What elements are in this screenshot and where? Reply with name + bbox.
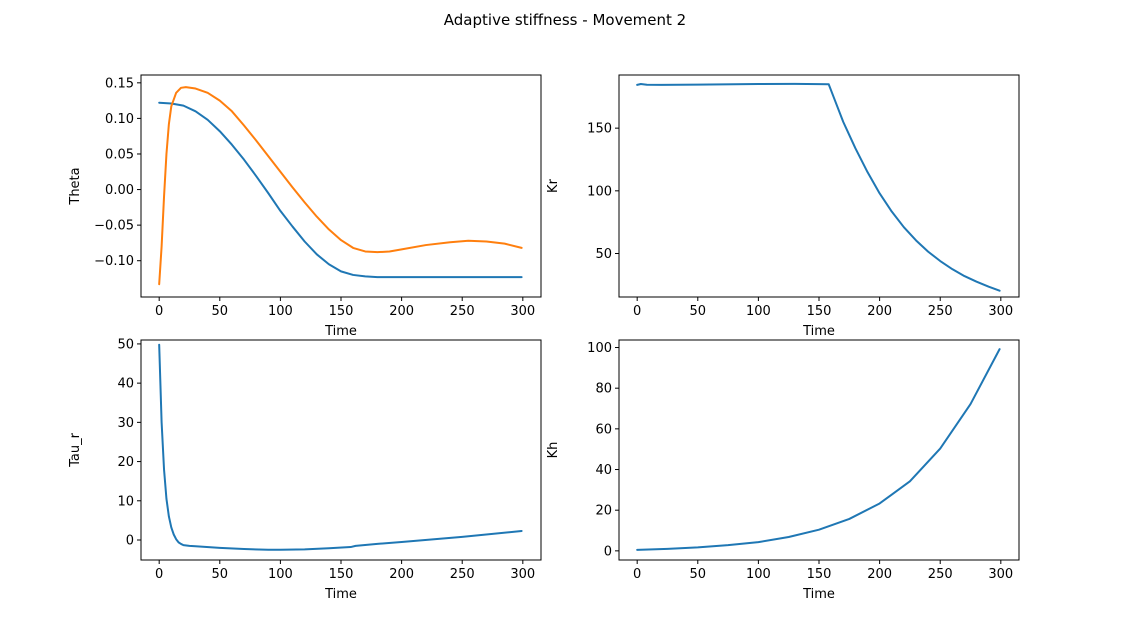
x-tick-label: 100	[268, 567, 293, 582]
y-tick-label: 40	[595, 463, 612, 478]
series-line-2	[158, 86, 523, 286]
y-tick-label: 20	[595, 504, 612, 519]
y-tick-label: 50	[117, 337, 134, 352]
x-tick-label: 250	[928, 567, 953, 582]
y-tick-label: 60	[595, 422, 612, 437]
x-tick-label: 100	[268, 304, 293, 319]
x-tick-label: 300	[510, 304, 535, 319]
x-tick-label: 0	[633, 304, 641, 319]
x-axis-label: Time	[802, 324, 835, 339]
y-tick-label: 100	[587, 341, 612, 356]
y-tick-label: 20	[117, 455, 134, 470]
series-line-1	[158, 101, 523, 279]
x-tick-label: 250	[450, 304, 475, 319]
x-tick-label: 50	[690, 567, 707, 582]
plot-frame	[140, 339, 542, 561]
y-tick-label: −0.10	[94, 254, 134, 269]
axes-layer: 0 50 100 150 200 250 300−0.10−0.050.000.050.10…	[68, 74, 1020, 602]
y-tick-label: 40	[117, 377, 134, 392]
axes-bottom-left: 0 50 100 150 200 250 300 0 10 20 30 40 50 Time Tau_r	[68, 337, 542, 602]
x-axis-label: Time	[324, 587, 357, 602]
x-tick-label: 250	[928, 304, 953, 319]
series-line-1	[158, 343, 523, 551]
x-tick-label: 150	[807, 304, 832, 319]
plot-frame	[140, 74, 542, 298]
y-tick-label: 0.10	[105, 112, 134, 127]
plot-frame	[618, 339, 1020, 561]
x-tick-label: 150	[807, 567, 832, 582]
series-line-1	[636, 82, 1001, 292]
x-tick-label: 0	[155, 567, 163, 582]
y-tick-label: 10	[117, 494, 134, 509]
x-tick-label: 200	[867, 304, 892, 319]
y-tick-label: 0.15	[105, 76, 134, 91]
y-tick-label: 30	[117, 416, 134, 431]
x-tick-label: 0	[633, 567, 641, 582]
x-tick-label: 300	[988, 567, 1013, 582]
y-tick-label: 0	[126, 534, 134, 549]
y-tick-label: 80	[595, 382, 612, 397]
x-tick-label: 50	[212, 567, 229, 582]
series-line-1	[636, 348, 1001, 551]
y-axis-label: Tau_r	[68, 432, 83, 467]
x-tick-label: 100	[746, 304, 771, 319]
x-tick-label: 300	[988, 304, 1013, 319]
x-tick-label: 250	[450, 567, 475, 582]
y-tick-label: 0.05	[105, 147, 134, 162]
y-tick-label: 150	[587, 122, 612, 137]
y-tick-label: −0.05	[94, 219, 134, 234]
x-axis-label: Time	[324, 324, 357, 339]
axes-top-left: 0 50 100 150 200 250 300 −0.10 −0.05 0.00 0.05 0.10…	[68, 74, 542, 339]
x-tick-label: 200	[389, 304, 414, 319]
axes-bottom-right: 0 50 100 150 200 250 300 0 20 40 60 80 100 Time Kh	[546, 339, 1020, 602]
x-tick-label: 150	[329, 304, 354, 319]
y-tick-label: 100	[587, 184, 612, 199]
plot-frame	[618, 74, 1020, 298]
x-tick-label: 100	[746, 567, 771, 582]
figure-suptitle: Adaptive stiffness - Movement 2	[444, 11, 686, 29]
y-axis-label: Kr	[546, 178, 561, 193]
axes-top-right: 0 50 100 150 200 250 300 50 100 150 Time Kr	[546, 74, 1020, 339]
y-axis-label: Theta	[68, 167, 83, 205]
y-tick-label: 0	[604, 544, 612, 559]
x-tick-label: 200	[867, 567, 892, 582]
x-tick-label: 300	[510, 567, 535, 582]
y-tick-label: 0.00	[105, 183, 134, 198]
x-tick-label: 50	[690, 304, 707, 319]
x-tick-label: 200	[389, 567, 414, 582]
y-axis-label: Kh	[546, 442, 561, 459]
y-tick-label: 50	[595, 247, 612, 262]
x-axis-label: Time	[802, 587, 835, 602]
x-tick-label: 0	[155, 304, 163, 319]
x-tick-label: 50	[212, 304, 229, 319]
x-tick-label: 150	[329, 567, 354, 582]
